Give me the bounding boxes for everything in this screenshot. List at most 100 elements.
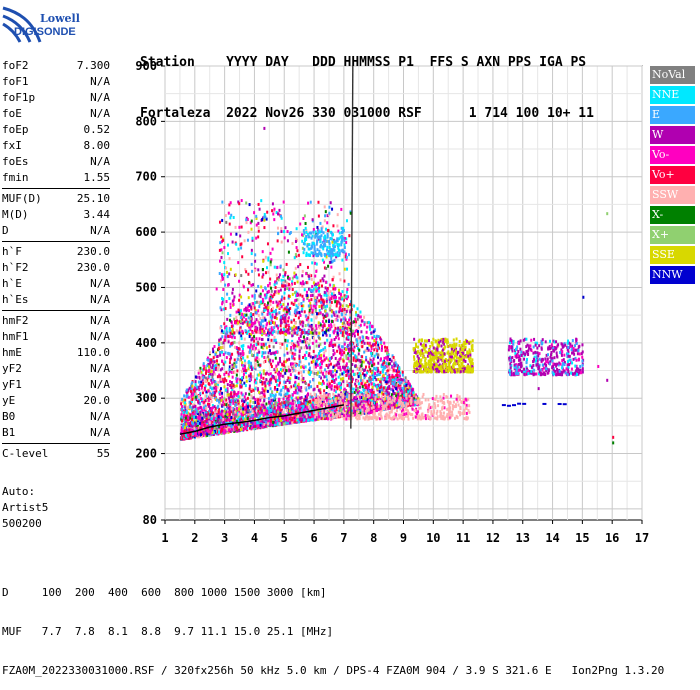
echo-pixel — [380, 378, 382, 381]
echo-pixel — [381, 345, 383, 348]
echo-pixel — [368, 349, 370, 352]
echo-pixel — [283, 292, 285, 295]
echo-pixel — [388, 362, 390, 365]
echo-pixel — [338, 358, 340, 361]
echo-pixel — [358, 349, 360, 352]
echo-pixel — [264, 303, 266, 306]
echo-pixel — [239, 359, 241, 362]
echo-pixel — [357, 367, 359, 370]
echo-pixel — [301, 295, 303, 298]
echo-pixel — [266, 266, 268, 269]
echo-pixel — [308, 386, 310, 389]
echo-pixel — [370, 345, 372, 348]
echo-pixel — [241, 255, 243, 258]
echo-pixel — [339, 329, 341, 332]
echo-pixel — [348, 318, 350, 321]
echo-pixel — [398, 367, 400, 370]
echo-pixel — [366, 331, 368, 334]
echo-pixel — [235, 226, 237, 229]
echo-pixel — [317, 364, 319, 367]
echo-pixel — [258, 314, 260, 317]
echo-pixel — [293, 344, 295, 347]
echo-pixel — [346, 256, 348, 259]
echo-pixel — [272, 213, 274, 216]
echo-pixel — [250, 313, 252, 316]
echo-pixel — [207, 359, 209, 362]
echo-pixel — [339, 272, 341, 275]
echo-pixel — [255, 337, 257, 340]
echo-pixel — [318, 290, 320, 293]
echo-pixel — [278, 278, 280, 281]
echo-pixel — [308, 363, 310, 366]
echo-pixel — [264, 384, 266, 387]
echo-pixel — [277, 379, 279, 382]
echo-pixel — [254, 294, 256, 297]
echo-pixel — [277, 232, 279, 235]
echo-pixel — [296, 227, 298, 230]
echo-pixel — [267, 259, 269, 262]
echo-pixel — [360, 376, 362, 379]
echo-pixel — [254, 306, 256, 309]
echo-pixel — [371, 336, 373, 339]
echo-pixel — [242, 353, 244, 356]
echo-pixel — [265, 402, 267, 405]
echo-pixel — [255, 215, 257, 218]
echo-pixel — [320, 311, 322, 314]
echo-pixel — [227, 352, 229, 355]
echo-pixel — [337, 361, 339, 364]
echo-pixel — [326, 300, 328, 303]
echo-pixel — [255, 331, 257, 334]
echo-pixel — [259, 326, 261, 329]
echo-pixel — [313, 350, 315, 353]
echo-pixel — [202, 376, 204, 379]
echo-pixel — [389, 358, 391, 361]
echo-pixel — [264, 382, 266, 385]
echo-pixel — [264, 286, 266, 289]
echo-pixel — [295, 364, 297, 367]
echo-pixel — [291, 327, 293, 330]
echo-pixel — [250, 338, 252, 341]
echo-pixel — [335, 378, 337, 381]
echo-pixel — [223, 246, 225, 249]
echo-pixel — [268, 397, 270, 400]
echo-pixel — [288, 283, 290, 286]
echo-pixel — [309, 395, 311, 398]
echo-pixel — [229, 314, 231, 317]
echo-pixel — [181, 428, 183, 431]
echo-pixel — [212, 348, 214, 351]
echo-pixel — [348, 283, 350, 286]
echo-pixel — [243, 373, 245, 376]
echo-pixel — [369, 325, 371, 328]
echo-pixel — [251, 237, 253, 240]
echo-pixel — [338, 292, 340, 295]
echo-pixel — [323, 317, 325, 320]
echo-pixel — [346, 304, 348, 307]
echo-pixel — [203, 368, 205, 371]
echo-pixel — [318, 305, 320, 308]
echo-pixel — [340, 386, 342, 389]
echo-pixel — [286, 369, 288, 372]
echo-pixel — [255, 381, 257, 384]
echo-pixel — [215, 368, 217, 371]
echo-pixel — [280, 329, 282, 332]
echo-pixel — [301, 374, 303, 377]
echo-pixel — [232, 384, 234, 387]
echo-pixel — [261, 218, 263, 221]
echo-pixel — [283, 354, 285, 357]
echo-pixel — [356, 380, 358, 383]
echo-pixel — [210, 396, 212, 399]
echo-pixel — [275, 365, 277, 368]
echo-pixel — [262, 289, 264, 292]
echo-pixel — [226, 356, 228, 359]
echo-pixel — [373, 348, 375, 351]
echo-pixel — [205, 367, 207, 370]
echo-pixel — [273, 330, 275, 333]
echo-pixel — [240, 392, 242, 395]
echo-pixel — [235, 233, 237, 236]
echo-pixel — [231, 353, 233, 356]
echo-pixel — [309, 309, 311, 312]
echo-pixel — [263, 309, 265, 312]
echo-pixel — [307, 266, 309, 269]
echo-pixel — [331, 356, 333, 359]
echo-pixel — [302, 324, 304, 327]
